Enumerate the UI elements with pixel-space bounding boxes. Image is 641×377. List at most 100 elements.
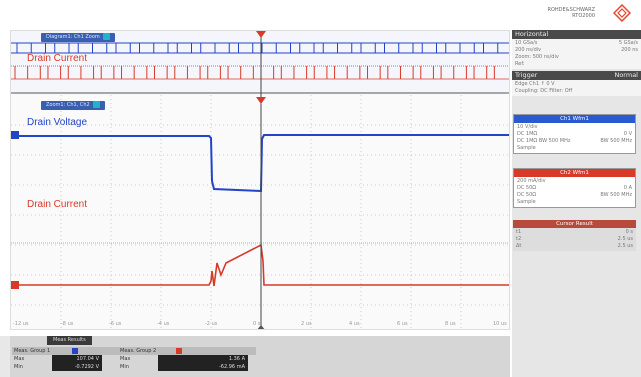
ch2-title: Ch2 Wfm1 bbox=[514, 169, 635, 177]
zoom-tab-icon bbox=[92, 101, 100, 108]
panel-row: DC 1MΩ BW 500 MHz BW 500 MHz bbox=[517, 138, 632, 145]
ch1-offset-marker[interactable] bbox=[11, 131, 19, 139]
drain-current-trace bbox=[11, 243, 509, 287]
cursor-marker-bottom[interactable] bbox=[256, 325, 266, 330]
panel-row: t2 2.5 us bbox=[516, 236, 633, 243]
blue-square-icon bbox=[72, 348, 78, 354]
ch1-title: Ch1 Wfm1 bbox=[514, 115, 635, 123]
ch2-offset-marker[interactable] bbox=[11, 281, 19, 289]
panel-row: 200 mA/div bbox=[517, 178, 632, 185]
x-tick-label: 10 us bbox=[493, 321, 507, 327]
panel-value: 5 GSa/s bbox=[618, 40, 638, 46]
meas-group-2[interactable]: Meas. Group 2 Max 1.36 A Min -62.96 mA bbox=[118, 347, 256, 377]
panel-row: 10 V/div bbox=[517, 124, 632, 131]
panel-row: Sample bbox=[517, 199, 632, 206]
brand-logo-icon bbox=[613, 4, 631, 22]
cursor-box[interactable]: Cursor Result t1 0 s t2 2.5 us Δt 2.5 us bbox=[513, 220, 636, 251]
panel-value: 2.5 us bbox=[617, 236, 633, 242]
ch1-box[interactable]: Ch1 Wfm1 10 V/div DC 1MΩ 0 V DC 1MΩ BW 500 … bbox=[513, 114, 636, 154]
x-tick-label: 2 us bbox=[301, 321, 312, 327]
panel-value: 0 V bbox=[623, 131, 632, 137]
trigger-title: Trigger bbox=[515, 71, 538, 79]
drain-current-label: Drain Current bbox=[27, 199, 88, 210]
x-tick-label: 8 us bbox=[445, 321, 456, 327]
panel-row: 10 GSa/s 5 GSa/s bbox=[515, 40, 638, 47]
trigger-line1: Edge Ch1 ↑ 0 V bbox=[515, 81, 555, 87]
overview-blue-spikes bbox=[16, 43, 499, 53]
panel-key: 200 ns/div bbox=[515, 47, 542, 53]
overview-red-spikes bbox=[14, 66, 495, 79]
panel-key: DC 50Ω bbox=[517, 192, 537, 198]
panel-key: DC 1MΩ bbox=[517, 131, 538, 137]
meas-results-panel: Meas Results Meas. Group 1 Max 107.04 V M… bbox=[10, 336, 510, 377]
ch1-body: 10 V/div DC 1MΩ 0 V DC 1MΩ BW 500 MHz BW 500… bbox=[514, 123, 635, 153]
trigger-marker-zoom[interactable] bbox=[256, 97, 266, 104]
x-tick-label: -12 us bbox=[13, 321, 29, 327]
trigger-marker-top[interactable] bbox=[256, 31, 266, 38]
drain-voltage-trace bbox=[11, 134, 509, 193]
bottom-left-strip bbox=[0, 336, 10, 377]
meas-key: Max bbox=[14, 356, 25, 362]
panel-value: BW 500 MHz bbox=[600, 192, 632, 198]
meas-group-2-title: Meas. Group 2 bbox=[120, 348, 157, 354]
panel-row: Zoom: 500 ns/div bbox=[515, 54, 638, 61]
panel-row: DC 50Ω 0 A bbox=[517, 185, 632, 192]
meas-value: 107.04 V bbox=[52, 355, 102, 363]
panel-key: Zoom: 500 ns/div bbox=[515, 54, 559, 60]
panel-key: 10 GSa/s bbox=[515, 40, 538, 46]
panel-key: Δt bbox=[516, 243, 522, 249]
x-tick-label: -6 us bbox=[109, 321, 122, 327]
meas-value: -0.7292 V bbox=[52, 363, 102, 371]
panel-value: 0 A bbox=[623, 185, 632, 191]
panel-key: 200 mA/div bbox=[517, 178, 546, 184]
x-tick-label: 6 us bbox=[397, 321, 408, 327]
panel-row: DC 50Ω BW 500 MHz bbox=[517, 192, 632, 199]
panel-value: BW 500 MHz bbox=[600, 138, 632, 144]
right-panel: Horizontal 10 GSa/s 5 GSa/s 200 ns/div 200 … bbox=[512, 30, 641, 377]
panel-value: 2.5 us bbox=[617, 243, 633, 249]
zoom-tab-zoom1[interactable]: Zoom1: Ch1, Ch2 bbox=[41, 101, 105, 110]
meas-key: Min bbox=[120, 364, 129, 370]
meas-group-1[interactable]: Meas. Group 1 Max 107.04 V Min -0.7292 V bbox=[12, 347, 150, 377]
grid bbox=[11, 95, 509, 329]
zoom-tab-diagram1[interactable]: Diagram1: Ch1 Zoom bbox=[41, 33, 115, 42]
panel-value: 200 ns bbox=[621, 47, 638, 53]
drain-voltage-label: Drain Voltage bbox=[27, 117, 88, 128]
meas-key: Min bbox=[14, 364, 23, 370]
meas-results-tab[interactable]: Meas Results bbox=[47, 336, 92, 345]
red-square-icon bbox=[176, 348, 182, 354]
panel-row: 200 ns/div 200 ns bbox=[515, 47, 638, 54]
meas-key: Max bbox=[120, 356, 131, 362]
panel-row: t1 0 s bbox=[516, 229, 633, 236]
x-tick-label: 0 s bbox=[253, 321, 261, 327]
panel-key: Ref: bbox=[515, 61, 525, 67]
cursor-body: t1 0 s t2 2.5 us Δt 2.5 us bbox=[513, 228, 636, 251]
panel-row: Δt 2.5 us bbox=[516, 243, 633, 250]
panel-row: Sample bbox=[517, 145, 632, 152]
x-tick-label: -4 us bbox=[157, 321, 170, 327]
ch2-body: 200 mA/div DC 50Ω 0 A DC 50Ω BW 500 MHz Sampl… bbox=[514, 177, 635, 207]
x-tick-label: 4 us bbox=[349, 321, 360, 327]
waveform-plot[interactable]: Diagram1: Ch1 Zoom Zoom1: Ch1, Ch2 Drain… bbox=[10, 30, 510, 330]
x-tick-label: -8 us bbox=[61, 321, 74, 327]
trigger-line2: Coupling: DC Filter: Off bbox=[515, 88, 573, 94]
meas-group-1-title: Meas. Group 1 bbox=[14, 348, 51, 354]
cursor-title: Cursor Result bbox=[513, 220, 636, 228]
meas-value: -62.96 mA bbox=[158, 363, 248, 371]
horizontal-section[interactable]: Horizontal 10 GSa/s 5 GSa/s 200 ns/div 200 … bbox=[512, 30, 641, 69]
panel-key: Sample bbox=[517, 145, 536, 151]
horizontal-body: 10 GSa/s 5 GSa/s 200 ns/div 200 ns Zoom: 500… bbox=[512, 39, 641, 69]
waveform-svg bbox=[11, 31, 509, 330]
brand-logo-text: ROHDE&SCHWARZ RTO2000 bbox=[547, 7, 596, 19]
horizontal-title: Horizontal bbox=[512, 30, 641, 39]
panel-key: 10 V/div bbox=[517, 124, 538, 130]
trigger-body: Edge Ch1 ↑ 0 V Coupling: DC Filter: Off bbox=[512, 80, 641, 96]
panel-key: Sample bbox=[517, 199, 536, 205]
panel-row: DC 1MΩ 0 V bbox=[517, 131, 632, 138]
trigger-mode: Normal bbox=[614, 71, 638, 79]
ch2-box[interactable]: Ch2 Wfm1 200 mA/div DC 50Ω 0 A DC 50Ω BW 500… bbox=[513, 168, 636, 208]
panel-row: Ref: bbox=[515, 61, 638, 68]
trigger-section[interactable]: Trigger Normal Edge Ch1 ↑ 0 V Coupling: … bbox=[512, 71, 641, 96]
zoom-tab-icon bbox=[102, 33, 110, 40]
top-bar: ROHDE&SCHWARZ RTO2000 bbox=[0, 0, 641, 28]
